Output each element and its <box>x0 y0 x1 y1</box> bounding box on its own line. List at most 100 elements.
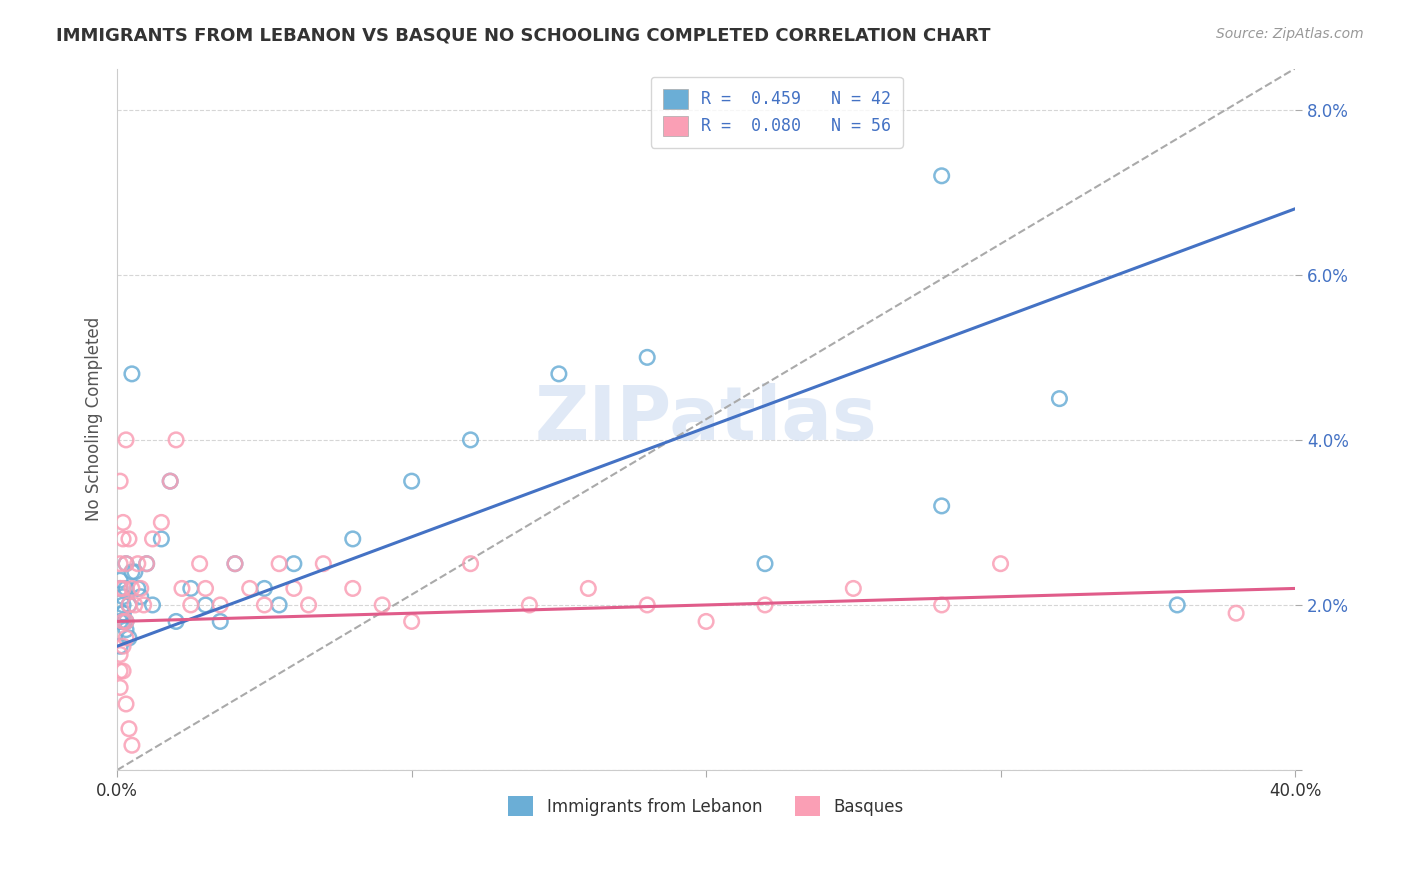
Point <box>576 582 599 596</box>
Point <box>121 582 143 596</box>
Point <box>180 582 202 596</box>
Point <box>132 598 155 612</box>
Point <box>180 598 202 612</box>
Point <box>112 590 135 604</box>
Point <box>108 639 131 653</box>
Y-axis label: No Schooling Completed: No Schooling Completed <box>86 318 103 522</box>
Point <box>129 590 152 604</box>
Point <box>194 582 217 596</box>
Point <box>112 606 135 620</box>
Point <box>239 582 262 596</box>
Point <box>108 648 131 662</box>
Point <box>112 598 135 612</box>
Text: Source: ZipAtlas.com: Source: ZipAtlas.com <box>1216 27 1364 41</box>
Point <box>371 598 394 612</box>
Point <box>124 565 146 579</box>
Point <box>401 474 423 488</box>
Point <box>112 615 135 629</box>
Point <box>842 582 865 596</box>
Point <box>1049 392 1071 406</box>
Point <box>115 582 138 596</box>
Point <box>108 582 131 596</box>
Point <box>118 722 141 736</box>
Point <box>342 532 364 546</box>
Point <box>165 615 187 629</box>
Point <box>695 615 717 629</box>
Point <box>159 474 181 488</box>
Point <box>170 582 193 596</box>
Point <box>990 557 1012 571</box>
Point <box>460 433 482 447</box>
Point <box>1166 598 1188 612</box>
Legend: Immigrants from Lebanon, Basques: Immigrants from Lebanon, Basques <box>501 788 912 825</box>
Point <box>931 499 953 513</box>
Point <box>118 598 141 612</box>
Point <box>112 532 135 546</box>
Point <box>108 681 131 695</box>
Point <box>115 433 138 447</box>
Point <box>224 557 246 571</box>
Point <box>519 598 541 612</box>
Point <box>112 582 135 596</box>
Point <box>118 598 141 612</box>
Point <box>115 557 138 571</box>
Point <box>194 598 217 612</box>
Point <box>253 582 276 596</box>
Point <box>269 598 291 612</box>
Point <box>115 557 138 571</box>
Point <box>460 557 482 571</box>
Point <box>150 532 173 546</box>
Point <box>312 557 335 571</box>
Point <box>124 598 146 612</box>
Point <box>754 598 776 612</box>
Point <box>121 367 143 381</box>
Point <box>159 474 181 488</box>
Point <box>118 631 141 645</box>
Point <box>112 516 135 530</box>
Point <box>129 582 152 596</box>
Point <box>342 582 364 596</box>
Point <box>108 615 131 629</box>
Point <box>112 664 135 678</box>
Point <box>636 351 658 365</box>
Point <box>931 598 953 612</box>
Point <box>188 557 211 571</box>
Point <box>253 598 276 612</box>
Point <box>297 598 319 612</box>
Point <box>141 598 163 612</box>
Point <box>108 573 131 587</box>
Point <box>135 557 157 571</box>
Point <box>754 557 776 571</box>
Point <box>636 598 658 612</box>
Point <box>115 615 138 629</box>
Point <box>224 557 246 571</box>
Point <box>135 557 157 571</box>
Point <box>108 474 131 488</box>
Point <box>269 557 291 571</box>
Point <box>108 557 131 571</box>
Point <box>165 433 187 447</box>
Point <box>118 532 141 546</box>
Point <box>283 582 305 596</box>
Point <box>127 557 149 571</box>
Point <box>141 532 163 546</box>
Point <box>209 598 232 612</box>
Text: IMMIGRANTS FROM LEBANON VS BASQUE NO SCHOOLING COMPLETED CORRELATION CHART: IMMIGRANTS FROM LEBANON VS BASQUE NO SCH… <box>56 27 991 45</box>
Point <box>283 557 305 571</box>
Text: ZIPatlas: ZIPatlas <box>534 383 877 456</box>
Point <box>150 516 173 530</box>
Point <box>112 606 135 620</box>
Point <box>108 664 131 678</box>
Point <box>127 582 149 596</box>
Point <box>115 615 138 629</box>
Point <box>108 582 131 596</box>
Point <box>112 639 135 653</box>
Point <box>1225 606 1247 620</box>
Point <box>121 738 143 752</box>
Point <box>931 169 953 183</box>
Point <box>115 631 138 645</box>
Point <box>401 615 423 629</box>
Point <box>547 367 569 381</box>
Point <box>115 623 138 637</box>
Point <box>121 565 143 579</box>
